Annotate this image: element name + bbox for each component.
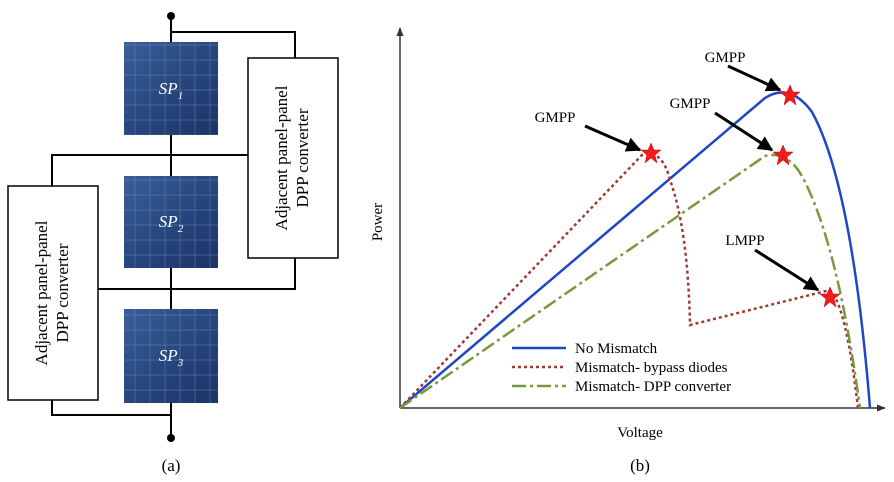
solar-panel: SP1 bbox=[124, 42, 218, 135]
legend-label: Mismatch- bypass diodes bbox=[575, 360, 728, 376]
panel-label: SP3 bbox=[159, 346, 184, 369]
legend: No Mismatch Mismatch- bypass diodes Mism… bbox=[512, 341, 731, 395]
panel-label: SP2 bbox=[159, 212, 184, 235]
curve-bypass bbox=[399, 152, 860, 409]
converter: Adjacent panel-panel DPP converter bbox=[247, 57, 339, 259]
converter-text: DPP converter bbox=[53, 243, 72, 342]
y-label: Power bbox=[370, 203, 386, 241]
annotation: GMPP bbox=[670, 96, 711, 112]
arrows bbox=[584, 64, 820, 292]
legend-label: No Mismatch bbox=[575, 341, 658, 357]
converter-text: Adjacent panel-panel bbox=[32, 220, 51, 365]
x-label: Voltage bbox=[617, 425, 663, 441]
solar-panel: SP2 bbox=[124, 176, 218, 268]
annotation: GMPP bbox=[535, 110, 576, 126]
axes bbox=[396, 27, 886, 412]
annotation: GMPP bbox=[705, 50, 746, 66]
stars bbox=[640, 84, 841, 308]
legend-label: Mismatch- DPP converter bbox=[575, 379, 731, 395]
panel-label: SP1 bbox=[159, 79, 183, 102]
annotation: LMPP bbox=[725, 233, 764, 249]
converter: Adjacent panel-panel DPP converter bbox=[7, 185, 99, 401]
converter-text: DPP converter bbox=[293, 108, 312, 207]
solar-panel: SP3 bbox=[124, 309, 218, 403]
caption: (a) bbox=[162, 456, 181, 475]
caption: (b) bbox=[630, 456, 650, 475]
converter-text: Adjacent panel-panel bbox=[272, 85, 291, 230]
